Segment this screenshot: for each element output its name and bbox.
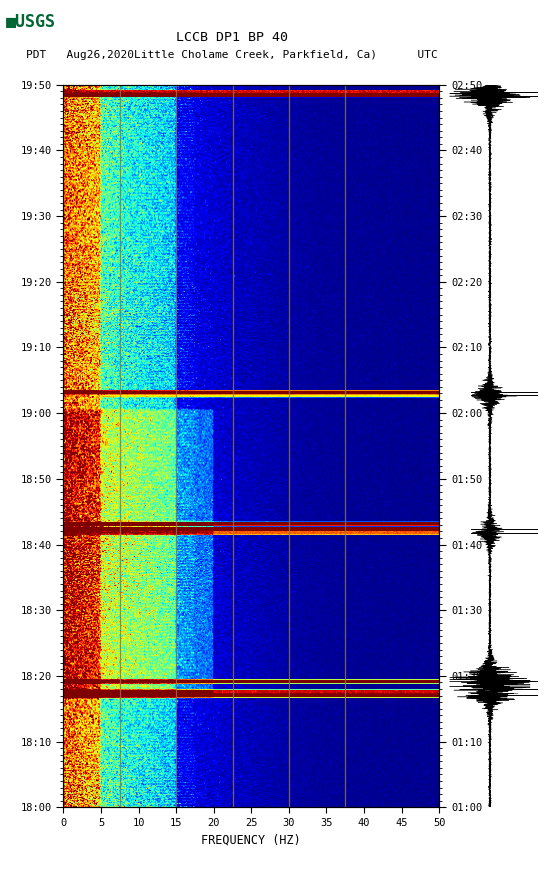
X-axis label: FREQUENCY (HZ): FREQUENCY (HZ): [201, 833, 301, 847]
Text: ■USGS: ■USGS: [7, 13, 56, 31]
Text: PDT   Aug26,2020Little Cholame Creek, Parkfield, Ca)      UTC: PDT Aug26,2020Little Cholame Creek, Park…: [26, 50, 438, 61]
Text: LCCB DP1 BP 40: LCCB DP1 BP 40: [176, 31, 288, 44]
